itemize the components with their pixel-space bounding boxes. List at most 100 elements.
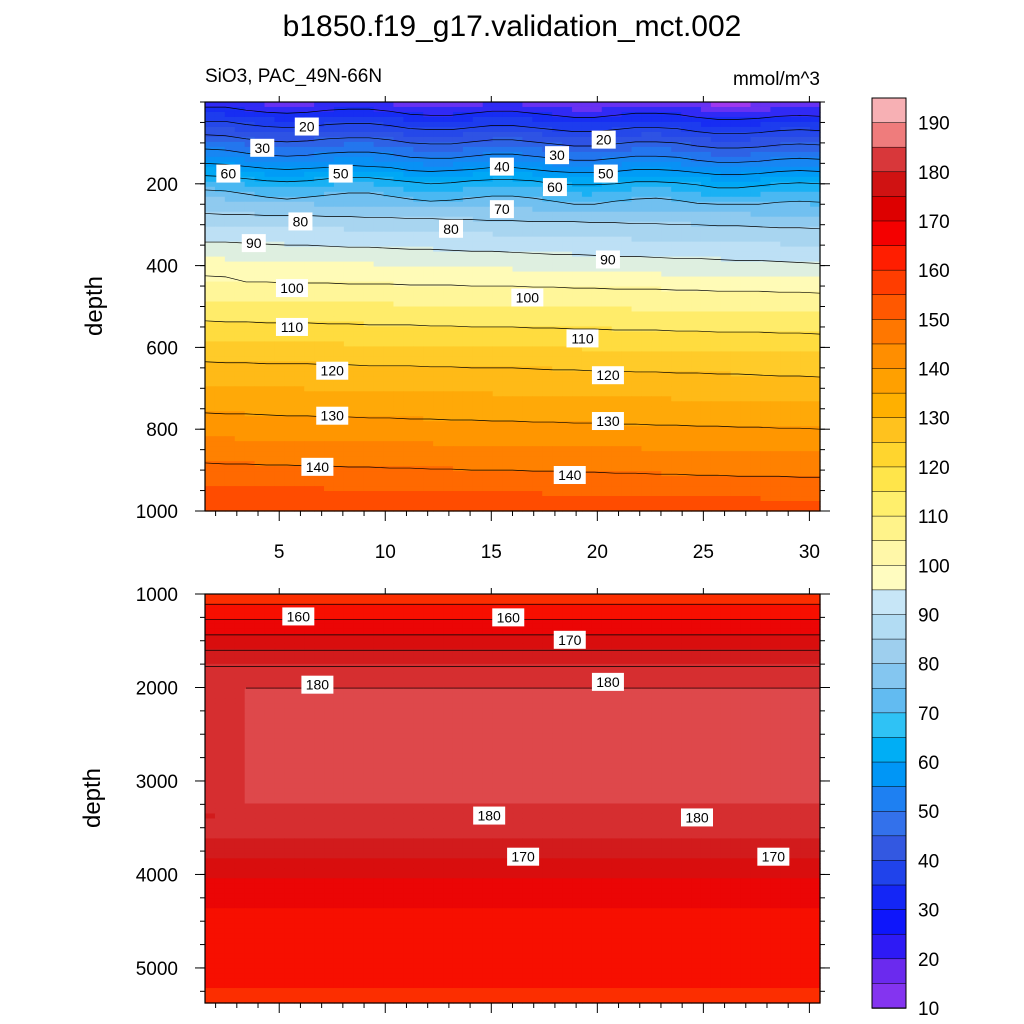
- upper-cell: [720, 246, 732, 253]
- upper-cell: [601, 191, 613, 198]
- upper-cell: [740, 241, 752, 248]
- upper-cell: [383, 126, 395, 133]
- upper-cell: [681, 156, 692, 163]
- upper-cell: [730, 446, 742, 452]
- upper-cell: [740, 106, 752, 113]
- upper-cell: [413, 116, 424, 123]
- upper-cell: [363, 451, 375, 457]
- upper-cell: [671, 376, 682, 382]
- upper-cell: [581, 311, 593, 318]
- upper-cell: [333, 256, 345, 263]
- upper-cell: [373, 156, 385, 163]
- upper-cell: [472, 446, 484, 452]
- upper-cell: [264, 326, 276, 333]
- upper-cell: [710, 111, 722, 118]
- upper-cell: [552, 201, 563, 208]
- upper-cell: [631, 271, 643, 278]
- upper-cell: [770, 326, 781, 333]
- upper-cell: [224, 371, 236, 377]
- upper-cell: [284, 496, 295, 502]
- upper-cell: [452, 371, 464, 377]
- upper-cell: [800, 281, 811, 288]
- upper-cell: [443, 386, 454, 392]
- upper-cell: [780, 126, 791, 133]
- upper-cell: [790, 261, 801, 268]
- upper-cell: [720, 256, 732, 263]
- upper-cell: [681, 361, 692, 367]
- upper-cell: [343, 256, 355, 263]
- upper-cell: [512, 321, 524, 328]
- upper-cell: [314, 481, 325, 487]
- upper-cell: [423, 361, 434, 367]
- upper-cell: [403, 441, 414, 447]
- upper-cell: [324, 396, 335, 402]
- upper-cell: [205, 411, 216, 417]
- upper-cell: [552, 296, 563, 303]
- upper-cell: [740, 161, 752, 168]
- upper-cell: [502, 341, 514, 348]
- upper-cell: [621, 336, 633, 343]
- upper-cell: [482, 186, 494, 193]
- upper-cell: [393, 246, 404, 253]
- upper-cell: [641, 251, 652, 258]
- upper-cell: [512, 206, 524, 213]
- upper-cell: [750, 116, 762, 123]
- upper-cell: [254, 261, 266, 268]
- upper-cell: [720, 301, 732, 308]
- upper-cell: [254, 406, 266, 412]
- upper-cell: [740, 481, 752, 487]
- upper-cell: [621, 156, 633, 163]
- upper-cell: [205, 296, 216, 303]
- upper-cell: [671, 301, 682, 308]
- upper-cell: [512, 266, 524, 273]
- upper-cell: [562, 371, 573, 377]
- upper-cell: [750, 231, 762, 238]
- upper-cell: [601, 356, 613, 362]
- upper-cell: [800, 361, 811, 367]
- upper-cell: [393, 396, 404, 402]
- upper-cell: [532, 156, 543, 163]
- upper-cell: [423, 341, 434, 348]
- upper-cell: [601, 471, 613, 477]
- upper-cell: [581, 296, 593, 303]
- upper-cell: [780, 296, 791, 303]
- upper-cell: [572, 311, 583, 318]
- upper-cell: [373, 186, 385, 193]
- upper-cell: [482, 426, 494, 432]
- upper-cell: [304, 301, 315, 308]
- upper-cell: [800, 286, 811, 293]
- upper-cell: [790, 121, 801, 128]
- upper-cell: [691, 411, 702, 417]
- upper-cell: [691, 356, 702, 362]
- upper-cell: [800, 256, 811, 263]
- upper-cell: [284, 271, 295, 278]
- upper-cell: [661, 191, 672, 198]
- upper-cell: [264, 371, 276, 377]
- upper-cell: [324, 486, 335, 492]
- upper-cell: [800, 406, 811, 412]
- upper-cell: [284, 346, 295, 352]
- upper-cell: [542, 251, 553, 258]
- upper-cell: [740, 426, 752, 432]
- upper-cell: [452, 446, 464, 452]
- upper-cell: [810, 461, 821, 467]
- upper-cell: [462, 491, 474, 497]
- upper-cell: [264, 426, 276, 432]
- upper-cell: [581, 136, 593, 143]
- upper-cell: [274, 126, 285, 133]
- upper-cell: [443, 141, 454, 148]
- upper-cell: [651, 496, 662, 502]
- upper-cell: [522, 341, 533, 348]
- upper-cell: [542, 206, 553, 213]
- upper-cell: [740, 291, 752, 298]
- upper-cell: [224, 236, 236, 243]
- upper-cell: [601, 276, 613, 283]
- upper-cell: [353, 341, 365, 348]
- upper-cell: [314, 256, 325, 263]
- upper-cell: [750, 111, 762, 118]
- upper-cell: [641, 406, 652, 412]
- upper-cell: [720, 401, 732, 407]
- upper-cell: [403, 186, 414, 193]
- upper-cell: [512, 131, 524, 138]
- upper-cell: [502, 106, 514, 113]
